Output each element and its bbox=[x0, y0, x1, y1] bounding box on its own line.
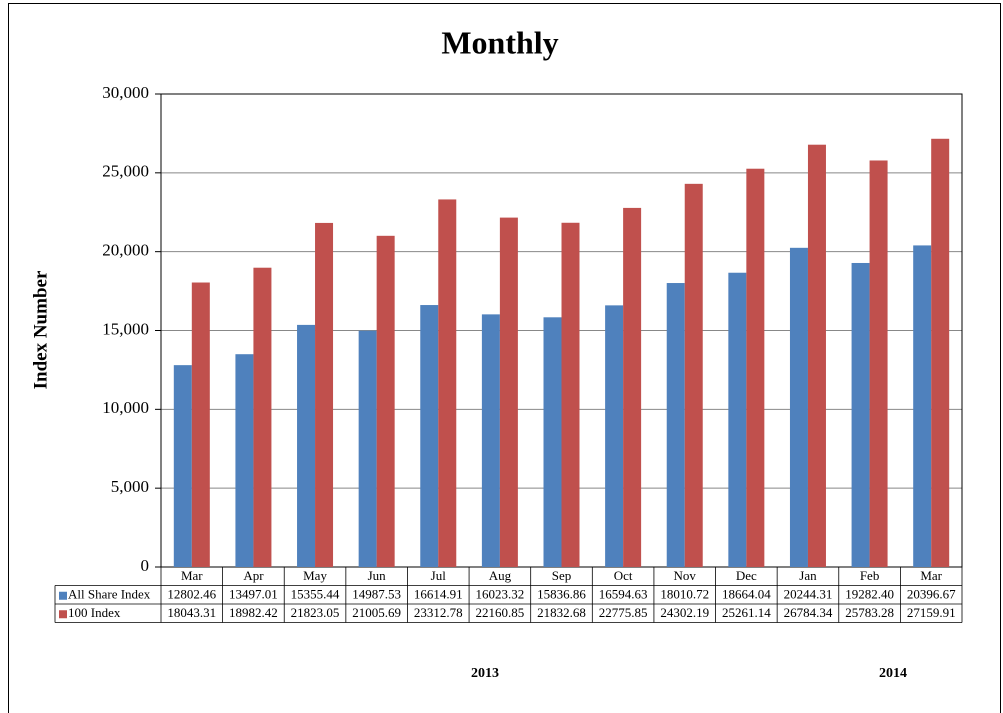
y-tick-label: 25,000 bbox=[102, 162, 149, 181]
bar bbox=[173, 365, 192, 567]
legend-label: All Share Index bbox=[68, 587, 151, 602]
x-tick-label: Jun bbox=[368, 568, 387, 583]
x-tick-label: Mar bbox=[181, 568, 203, 583]
bar bbox=[807, 144, 826, 567]
x-tick-label: Sep bbox=[552, 568, 572, 583]
x-tick-label: Jul bbox=[431, 568, 447, 583]
bar bbox=[420, 305, 439, 567]
bar bbox=[746, 168, 765, 568]
x-tick-label: Mar bbox=[920, 568, 942, 583]
year-label: 2013 bbox=[471, 666, 499, 681]
bar bbox=[931, 138, 950, 567]
y-tick-label: 15,000 bbox=[102, 319, 149, 338]
x-tick-label: Apr bbox=[243, 568, 264, 583]
bar bbox=[253, 267, 272, 567]
table-value: 21823.05 bbox=[291, 605, 340, 620]
bar bbox=[728, 272, 747, 567]
legend-swatch bbox=[59, 610, 67, 619]
bar bbox=[666, 283, 685, 567]
bar bbox=[561, 222, 580, 567]
legend-swatch bbox=[59, 591, 67, 600]
table-value: 21832.68 bbox=[537, 605, 586, 620]
bar bbox=[297, 324, 316, 567]
table-value: 16614.91 bbox=[414, 587, 463, 602]
table-value: 27159.91 bbox=[907, 605, 956, 620]
y-tick-label: 0 bbox=[141, 556, 150, 575]
table-value: 18664.04 bbox=[722, 587, 771, 602]
table-value: 14987.53 bbox=[352, 587, 401, 602]
bar bbox=[789, 247, 808, 568]
bar bbox=[851, 262, 870, 567]
table-value: 23312.78 bbox=[414, 605, 463, 620]
table-value: 16594.63 bbox=[599, 587, 648, 602]
bar bbox=[191, 282, 210, 567]
table-value: 19282.40 bbox=[845, 587, 894, 602]
x-tick-label: Nov bbox=[674, 568, 697, 583]
bar bbox=[376, 235, 395, 567]
bar bbox=[499, 217, 518, 567]
y-axis-label: Index Number bbox=[30, 270, 51, 389]
bar bbox=[481, 314, 500, 567]
chart-title: Monthly bbox=[441, 24, 558, 60]
table-value: 18982.42 bbox=[229, 605, 278, 620]
table-value: 22775.85 bbox=[599, 605, 648, 620]
bar bbox=[543, 317, 562, 567]
y-tick-label: 5,000 bbox=[111, 477, 149, 496]
y-tick-label: 10,000 bbox=[102, 398, 149, 417]
x-tick-label: Feb bbox=[860, 568, 880, 583]
table-value: 22160.85 bbox=[476, 605, 525, 620]
legend-label: 100 Index bbox=[68, 605, 121, 620]
y-tick-label: 30,000 bbox=[102, 83, 149, 102]
x-tick-label: Dec bbox=[736, 568, 757, 583]
year-label: 2014 bbox=[879, 666, 907, 681]
bar bbox=[315, 222, 334, 567]
table-value: 26784.34 bbox=[784, 605, 833, 620]
x-tick-label: Oct bbox=[614, 568, 633, 583]
table-value: 18010.72 bbox=[660, 587, 709, 602]
bar bbox=[869, 160, 888, 567]
table-value: 24302.19 bbox=[660, 605, 709, 620]
bar bbox=[623, 207, 642, 568]
bar bbox=[235, 354, 254, 567]
bar bbox=[438, 199, 457, 567]
y-tick-label: 20,000 bbox=[102, 241, 149, 260]
x-tick-label: Jan bbox=[799, 568, 817, 583]
table-value: 16023.32 bbox=[476, 587, 525, 602]
table-value: 13497.01 bbox=[229, 587, 278, 602]
table-value: 18043.31 bbox=[167, 605, 216, 620]
table-value: 15355.44 bbox=[291, 587, 340, 602]
bar bbox=[684, 183, 703, 568]
x-tick-label: May bbox=[303, 568, 327, 583]
table-value: 21005.69 bbox=[352, 605, 401, 620]
table-value: 20244.31 bbox=[784, 587, 833, 602]
table-value: 15836.86 bbox=[537, 587, 586, 602]
x-tick-label: Aug bbox=[489, 568, 512, 583]
bar bbox=[913, 245, 932, 567]
table-value: 25783.28 bbox=[845, 605, 894, 620]
bar bbox=[358, 330, 377, 567]
bar bbox=[605, 305, 624, 567]
table-value: 12802.46 bbox=[167, 587, 216, 602]
table-value: 20396.67 bbox=[907, 587, 956, 602]
table-value: 25261.14 bbox=[722, 605, 771, 620]
